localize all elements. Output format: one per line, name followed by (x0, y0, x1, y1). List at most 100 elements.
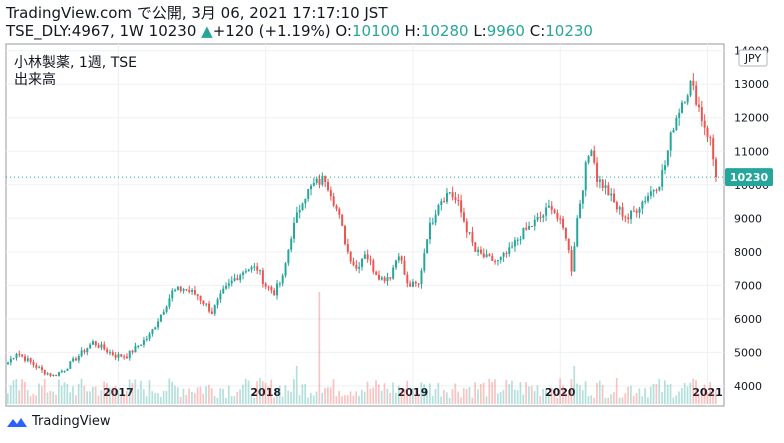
chart-header-published: TradingView.com で公開, 3月 06, 2021 17:17:1… (6, 4, 387, 22)
candle-body (227, 283, 230, 286)
candle-body (479, 249, 482, 254)
volume-bar (420, 382, 423, 404)
volume-bar (499, 391, 502, 404)
candle-body (332, 196, 335, 206)
volume-bar (154, 393, 156, 404)
volume-bar (689, 382, 692, 404)
volume-bar (9, 385, 12, 404)
candle-body (491, 255, 494, 261)
candle-body (83, 350, 86, 353)
candle-body (358, 266, 361, 269)
candle-body (426, 239, 429, 254)
volume-bar (414, 389, 417, 404)
candle-body (505, 253, 508, 255)
volume-bar (208, 384, 210, 404)
volume-bar (242, 384, 244, 404)
volume-bar (587, 396, 590, 404)
candle-body (581, 190, 584, 204)
candle-body (641, 201, 644, 209)
volume-bar (576, 383, 578, 404)
volume-bar (179, 396, 182, 404)
candle-body (666, 150, 669, 166)
volume-bar (462, 388, 465, 404)
volume-bar (596, 383, 598, 404)
volume-bar (448, 397, 451, 404)
candle-body (125, 356, 128, 359)
candle-body (525, 227, 528, 230)
volume-bar (613, 392, 615, 404)
candle-body (564, 227, 567, 239)
candle-body (352, 261, 355, 265)
volume-bar (593, 397, 595, 404)
volume-bar (502, 390, 505, 404)
y-tick-label: 7000 (734, 279, 762, 292)
candle-body (324, 175, 327, 183)
volume-bar (355, 391, 358, 404)
candle-body (74, 358, 77, 361)
candle-body (140, 344, 143, 346)
volume-bar (261, 381, 264, 404)
candle-body (567, 238, 570, 251)
candle-body (162, 311, 165, 315)
candle-body (38, 367, 41, 369)
volume-bar (431, 395, 434, 404)
volume-bar (117, 390, 120, 404)
candle-body (315, 178, 318, 183)
volume-bar (372, 387, 375, 404)
candle-body (593, 150, 596, 163)
candle-body (233, 278, 236, 281)
volume-bar (247, 380, 250, 404)
candle-body (210, 311, 213, 314)
volume-bar (185, 394, 188, 404)
volume-bar (664, 380, 666, 404)
candle-body (366, 254, 369, 260)
volume-bar (216, 397, 219, 404)
candle-body (448, 192, 451, 194)
candle-body (420, 270, 423, 285)
candle-body (508, 247, 511, 254)
candle-body (179, 286, 182, 291)
volume-bar (244, 378, 247, 404)
volume-bar (550, 387, 553, 404)
footer-brand[interactable]: TradingView (6, 414, 111, 429)
candle-body (63, 370, 66, 372)
candle-body (26, 358, 29, 361)
candle-body (80, 350, 83, 357)
candle-body (151, 329, 154, 334)
volume-bar (318, 292, 321, 404)
volume-bar (103, 381, 105, 404)
candle-body (165, 306, 168, 312)
candle-body (584, 162, 587, 191)
candle-body (601, 179, 604, 188)
candle-body (530, 225, 533, 227)
volume-bar (471, 397, 474, 404)
volume-bar (335, 396, 338, 404)
volume-bar (423, 384, 426, 404)
volume-bar (658, 379, 661, 404)
volume-bar (219, 388, 222, 404)
candle-body (134, 345, 137, 353)
candle-body (681, 102, 684, 113)
candle-body (482, 253, 485, 258)
volume-bar (559, 378, 561, 404)
volume-bar (46, 392, 49, 404)
volume-bar (703, 384, 706, 404)
volume-bar (276, 391, 278, 404)
candle-body (86, 348, 89, 353)
volume-bar (171, 381, 173, 404)
volume-bar (60, 385, 63, 404)
candle-body (428, 222, 431, 240)
volume-bar (482, 382, 485, 404)
volume-bar (52, 391, 55, 404)
volume-bar (264, 382, 267, 404)
candle-body (383, 277, 386, 282)
volume-bar (437, 382, 440, 404)
candle-body (519, 239, 522, 241)
candle-body (145, 338, 148, 340)
volume-bar (210, 388, 213, 404)
candle-body (290, 238, 293, 250)
volume-bar (406, 380, 409, 404)
candle-body (216, 299, 219, 306)
candle-body (536, 217, 539, 220)
